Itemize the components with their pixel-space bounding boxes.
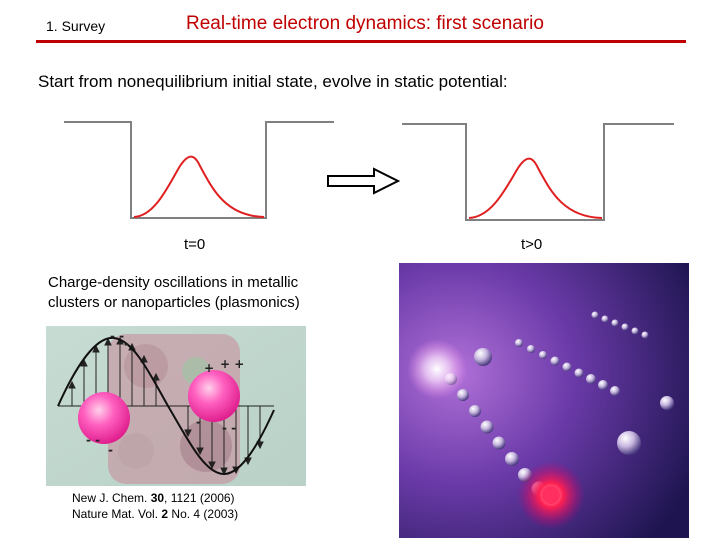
reference-1: New J. Chem. 30, 1121 (2006)	[46, 490, 306, 506]
intro-text: Start from nonequilibrium initial state,…	[38, 72, 508, 91]
reference-2: Nature Mat. Vol. 2 No. 4 (2003)	[46, 506, 306, 522]
label-t-greater-0: t>0	[521, 236, 543, 253]
reference-details: , 1121 (2006)	[164, 491, 235, 505]
title-underline	[36, 40, 686, 43]
reference-details: No. 4 (2003)	[168, 507, 239, 521]
plasmon-caption: Charge-density oscillations in metallic …	[48, 273, 378, 313]
well-outline	[402, 123, 674, 221]
slide-title: Real-time electron dynamics: first scena…	[186, 13, 544, 34]
svg-text:-: -	[124, 337, 129, 351]
potential-well-initial	[64, 121, 334, 219]
svg-text:-: -	[196, 415, 201, 429]
reference-journal: New J. Chem.	[72, 491, 151, 505]
time-evolution-arrow-icon	[327, 167, 401, 195]
caption-line: Charge-density oscillations in metallic	[48, 274, 299, 291]
caption-line: clusters or nanoparticles (plasmonics)	[48, 294, 300, 311]
potential-well-later	[402, 123, 674, 221]
wavepacket-curve	[468, 157, 603, 219]
well-outline	[64, 121, 334, 219]
svg-text:+ +: + +	[220, 357, 244, 371]
plasmon-oscillation-figure: - - - - - - + + + - - -	[46, 326, 306, 486]
svg-text:- -: - -	[86, 433, 100, 447]
svg-text:+: +	[204, 361, 214, 375]
section-label: 1. Survey	[46, 18, 106, 34]
reference-volume: 2	[161, 507, 169, 521]
wavepacket-curve	[133, 155, 265, 218]
reference-volume: 30	[150, 491, 165, 505]
charge-markers: - - - - - - + + + - - -	[86, 329, 244, 457]
svg-text:- -: - -	[222, 421, 236, 435]
light-flash	[407, 339, 467, 399]
nanoparticle-chain-image	[399, 263, 689, 538]
field-wave	[57, 336, 275, 476]
svg-text:- -: - -	[110, 329, 124, 343]
reference-journal: Nature Mat. Vol.	[72, 507, 162, 521]
svg-text:-: -	[108, 443, 113, 457]
references: New J. Chem. 30, 1121 (2006) Nature Mat.…	[46, 490, 306, 540]
label-t0: t=0	[184, 236, 206, 253]
electron-cloud-spheres	[78, 370, 240, 444]
